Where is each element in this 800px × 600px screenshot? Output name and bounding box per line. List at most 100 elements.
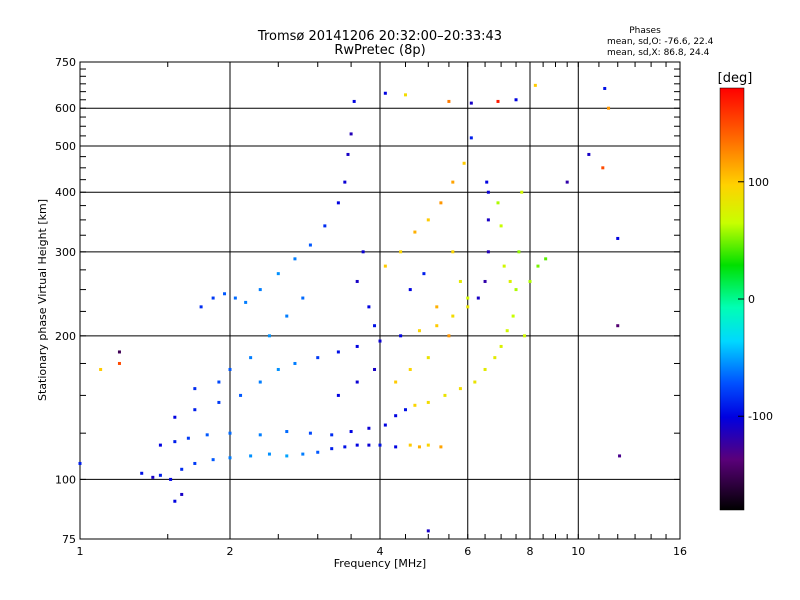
data-point: [413, 230, 417, 234]
data-point: [483, 279, 487, 283]
data-point: [211, 458, 215, 462]
data-point: [316, 450, 320, 454]
data-point: [458, 387, 462, 391]
data-point: [536, 264, 540, 268]
data-point: [493, 356, 497, 360]
x-axis-ticks: 1 2 4 6 8 10 16: [77, 62, 687, 558]
data-point: [426, 529, 430, 533]
data-point: [186, 436, 190, 440]
data-point: [426, 218, 430, 222]
data-point: [293, 361, 297, 365]
data-point: [601, 166, 605, 170]
y-tick-label: 300: [55, 246, 76, 259]
data-point: [193, 387, 197, 391]
data-point: [603, 86, 607, 90]
data-point: [417, 329, 421, 333]
data-points: [78, 83, 622, 533]
y-tick-label: 400: [55, 186, 76, 199]
x-tick-label: 1: [77, 545, 84, 558]
data-point: [439, 445, 443, 449]
x-tick-label: 4: [377, 545, 384, 558]
x-tick-label: 10: [571, 545, 585, 558]
data-point: [486, 250, 490, 254]
data-point: [514, 288, 518, 292]
y-tick-label: 200: [55, 330, 76, 343]
data-point: [180, 492, 184, 496]
data-point: [399, 334, 403, 338]
data-point: [361, 250, 365, 254]
data-point: [502, 264, 506, 268]
data-point: [228, 431, 232, 435]
data-point: [211, 296, 215, 300]
data-point: [258, 380, 262, 384]
data-point: [228, 367, 232, 371]
data-point: [413, 403, 417, 407]
data-point: [367, 426, 371, 430]
data-point: [403, 93, 407, 97]
data-point: [346, 152, 350, 156]
data-point: [486, 218, 490, 222]
data-point: [355, 443, 359, 447]
data-point: [520, 190, 524, 194]
data-point: [616, 236, 620, 240]
data-point: [426, 356, 430, 360]
x-tick-label: 2: [227, 545, 234, 558]
colorbar: [deg] 100 0 -100: [718, 71, 773, 511]
data-point: [587, 152, 591, 156]
colorbar-label: [deg]: [718, 71, 753, 86]
data-point: [523, 334, 527, 338]
data-point: [308, 431, 312, 435]
y-tick-label: 75: [62, 533, 76, 546]
data-point: [169, 477, 173, 481]
data-point: [435, 305, 439, 309]
data-point: [399, 250, 403, 254]
y-tick-label: 500: [55, 140, 76, 153]
data-point: [336, 350, 340, 354]
data-point: [293, 257, 297, 261]
data-point: [217, 400, 221, 404]
data-point: [499, 344, 503, 348]
data-point: [383, 423, 387, 427]
data-point: [378, 443, 382, 447]
data-point: [394, 414, 398, 418]
data-point: [618, 454, 622, 458]
y-axis-label: Stationary phase Virtual Height [km]: [36, 199, 49, 401]
data-point: [528, 279, 532, 283]
data-point: [616, 324, 620, 328]
data-point: [285, 314, 289, 318]
data-point: [367, 305, 371, 309]
data-point: [462, 161, 466, 165]
data-point: [451, 314, 455, 318]
data-point: [285, 454, 289, 458]
data-point: [458, 279, 462, 283]
data-point: [435, 324, 439, 328]
data-point: [408, 367, 412, 371]
data-point: [352, 99, 356, 103]
data-point: [383, 264, 387, 268]
data-point: [205, 433, 209, 437]
data-point: [439, 201, 443, 205]
grid: [80, 62, 680, 539]
data-point: [511, 314, 515, 318]
data-point: [499, 224, 503, 228]
data-point: [158, 473, 162, 477]
data-point: [117, 350, 121, 354]
data-point: [249, 454, 253, 458]
data-point: [517, 250, 521, 254]
data-point: [408, 443, 412, 447]
data-point: [485, 180, 489, 184]
data-point: [355, 380, 359, 384]
data-point: [343, 180, 347, 184]
data-point: [373, 367, 377, 371]
x-tick-label: 16: [673, 545, 687, 558]
data-point: [417, 445, 421, 449]
data-point: [258, 288, 262, 292]
data-point: [426, 443, 430, 447]
phases-box-line-x: mean, sd,X: 86.8, 24.4: [607, 48, 710, 58]
colorbar-tick-label: 0: [748, 293, 755, 306]
data-point: [355, 344, 359, 348]
data-point: [330, 447, 334, 451]
data-point: [276, 367, 280, 371]
data-point: [301, 452, 305, 456]
